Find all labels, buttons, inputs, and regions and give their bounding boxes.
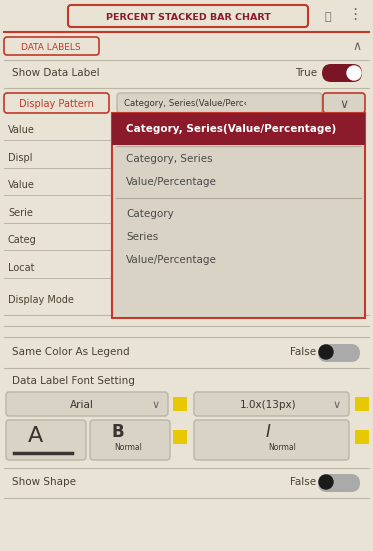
Text: Normal: Normal — [268, 444, 296, 452]
FancyBboxPatch shape — [4, 37, 99, 55]
Text: Categ: Categ — [8, 235, 37, 245]
Text: Displ: Displ — [8, 153, 32, 163]
Text: 🔍: 🔍 — [325, 12, 331, 22]
Text: False: False — [290, 347, 316, 357]
FancyBboxPatch shape — [318, 474, 360, 492]
Text: ∨: ∨ — [346, 295, 354, 305]
Text: Display Pattern: Display Pattern — [19, 99, 94, 109]
FancyBboxPatch shape — [90, 420, 170, 460]
FancyBboxPatch shape — [175, 289, 360, 309]
Bar — [112, 113, 365, 318]
Text: DATA LABELS: DATA LABELS — [21, 42, 81, 51]
Circle shape — [319, 475, 333, 489]
Text: False: False — [290, 477, 316, 487]
FancyBboxPatch shape — [318, 344, 360, 362]
Text: I: I — [266, 423, 270, 441]
Text: PERCENT STACKED BAR CHART: PERCENT STACKED BAR CHART — [106, 13, 270, 21]
Text: ∧: ∧ — [352, 41, 361, 53]
Text: Value: Value — [8, 125, 35, 135]
Text: Category, Series(Value/Perc‹: Category, Series(Value/Perc‹ — [124, 100, 247, 109]
Text: Value/Percentage: Value/Percentage — [126, 177, 217, 187]
FancyBboxPatch shape — [117, 93, 322, 113]
Text: ∨: ∨ — [333, 400, 341, 410]
Text: Data Label Font Setting: Data Label Font Setting — [12, 376, 135, 386]
Text: ⋮: ⋮ — [347, 8, 363, 23]
FancyBboxPatch shape — [194, 420, 349, 460]
Text: B: B — [112, 423, 124, 441]
Text: Value: Value — [8, 180, 35, 190]
Text: ∨: ∨ — [339, 98, 348, 111]
Text: Serie: Serie — [8, 208, 33, 218]
Text: 1.0x(13px): 1.0x(13px) — [240, 400, 296, 410]
Text: Category, Series: Category, Series — [126, 154, 213, 164]
Circle shape — [347, 66, 361, 80]
Text: Value/Percentage: Value/Percentage — [126, 255, 217, 265]
Text: True: True — [295, 68, 317, 78]
FancyBboxPatch shape — [322, 64, 362, 82]
Bar — [355, 430, 369, 444]
Text: ∨: ∨ — [152, 400, 160, 410]
FancyBboxPatch shape — [4, 93, 109, 113]
FancyBboxPatch shape — [6, 420, 86, 460]
FancyBboxPatch shape — [323, 93, 365, 113]
Text: Show Shape: Show Shape — [12, 477, 76, 487]
Text: Display Mode: Display Mode — [8, 295, 74, 305]
FancyBboxPatch shape — [68, 5, 308, 27]
Bar — [173, 430, 187, 444]
Text: Arial: Arial — [70, 400, 94, 410]
Text: Category: Category — [126, 209, 174, 219]
Circle shape — [319, 345, 333, 359]
Text: Show Data Label: Show Data Label — [12, 68, 100, 78]
Text: Same Color As Legend: Same Color As Legend — [12, 347, 130, 357]
FancyBboxPatch shape — [6, 392, 168, 416]
Text: Auto: Auto — [244, 295, 266, 305]
Text: Locat: Locat — [8, 263, 34, 273]
Bar — [173, 397, 187, 411]
Text: A: A — [27, 426, 43, 446]
Bar — [355, 397, 369, 411]
FancyBboxPatch shape — [194, 392, 349, 416]
Bar — [112, 113, 365, 145]
Text: Series: Series — [126, 232, 158, 242]
Text: Normal: Normal — [114, 444, 142, 452]
Text: Category, Series(Value/Percentage): Category, Series(Value/Percentage) — [126, 124, 336, 134]
